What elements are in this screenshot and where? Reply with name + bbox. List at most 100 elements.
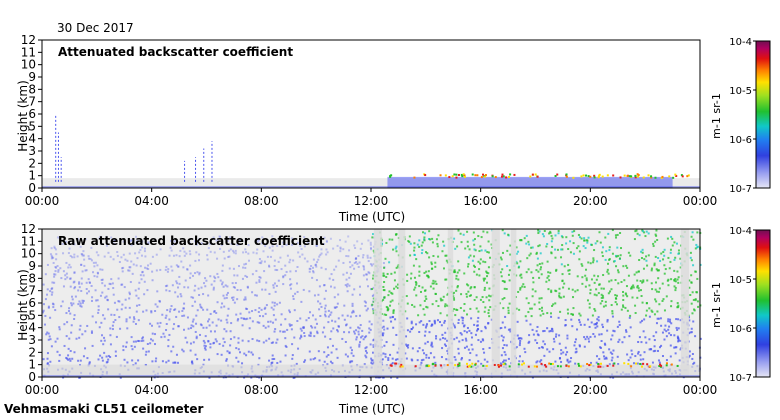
- signal-pixel: [474, 333, 477, 336]
- noise-pixel: [90, 330, 93, 333]
- cloud-base-pixel: [497, 364, 500, 367]
- signal-pixel: [696, 231, 699, 234]
- noise-pixel: [222, 337, 225, 340]
- noise-pixel: [303, 257, 306, 260]
- noise-pixel: [151, 270, 154, 273]
- noise-pixel: [226, 291, 229, 294]
- signal-pixel: [507, 273, 510, 276]
- noise-pixel: [319, 253, 322, 256]
- signal-pixel: [594, 242, 597, 245]
- signal-pixel: [453, 270, 456, 273]
- signal-pixel: [418, 347, 421, 350]
- noise-pixel: [82, 355, 85, 358]
- noise-pixel: [186, 341, 189, 344]
- signal-pixel: [489, 306, 492, 309]
- signal-pixel: [639, 289, 642, 292]
- noise-pixel: [359, 247, 362, 250]
- signal-pixel: [669, 248, 672, 251]
- signal-pixel: [480, 249, 483, 252]
- noise-pixel: [162, 332, 165, 335]
- signal-pixel: [405, 357, 408, 360]
- signal-pixel: [629, 326, 632, 329]
- signal-pixel: [618, 338, 621, 341]
- signal-pixel: [655, 229, 658, 232]
- noise-pixel: [42, 311, 45, 314]
- noise-pixel: [365, 278, 368, 281]
- cloud-base-pixel: [536, 175, 539, 178]
- signal-pixel: [564, 346, 567, 349]
- cloud-base-pixel: [457, 173, 460, 176]
- noise-pixel: [207, 294, 210, 297]
- noise-pixel: [73, 280, 76, 283]
- noise-pixel: [268, 337, 271, 340]
- noise-pixel: [101, 268, 104, 271]
- noise-pixel: [232, 251, 235, 254]
- noise-pixel: [349, 360, 352, 363]
- signal-pixel: [677, 252, 680, 255]
- signal-pixel: [528, 340, 531, 343]
- signal-pixel: [389, 300, 392, 303]
- noise-pixel: [73, 256, 76, 259]
- signal-pixel: [423, 289, 426, 292]
- signal-pixel: [392, 248, 395, 251]
- noise-pixel: [191, 362, 194, 365]
- signal-pixel: [655, 322, 658, 325]
- noise-pixel: [317, 258, 320, 261]
- signal-pixel: [387, 358, 390, 361]
- signal-pixel: [481, 296, 484, 299]
- signal-pixel: [498, 327, 501, 330]
- signal-pixel: [467, 263, 470, 266]
- noise-pixel: [279, 360, 282, 363]
- noise-pixel: [271, 358, 274, 361]
- signal-pixel: [608, 246, 611, 249]
- noise-pixel: [128, 306, 131, 309]
- noise-pixel: [85, 269, 88, 272]
- noise-pixel: [50, 254, 53, 257]
- noise-pixel: [221, 283, 224, 286]
- signal-gap: [398, 229, 406, 377]
- signal-pixel: [410, 322, 413, 325]
- signal-pixel: [569, 360, 572, 363]
- signal-pixel: [409, 330, 412, 333]
- signal-pixel: [477, 235, 480, 238]
- signal-pixel: [468, 248, 471, 251]
- signal-pixel: [600, 333, 603, 336]
- noise-pixel: [164, 268, 167, 271]
- noise-pixel: [227, 307, 230, 310]
- signal-pixel: [382, 332, 385, 335]
- noise-pixel: [53, 247, 56, 250]
- noise-pixel: [217, 276, 220, 279]
- noise-pixel: [67, 266, 70, 269]
- cloud-base-pixel: [548, 362, 551, 365]
- signal-pixel: [639, 279, 642, 282]
- signal-pixel: [538, 276, 541, 279]
- cloud-base-pixel: [637, 175, 640, 178]
- noise-pixel: [127, 269, 130, 272]
- signal-pixel: [439, 312, 442, 315]
- signal-pixel: [371, 236, 374, 239]
- cloud-base-pixel: [630, 175, 633, 178]
- signal-pixel: [418, 239, 421, 242]
- cloud-base-pixel: [502, 175, 505, 178]
- noise-pixel: [52, 303, 55, 306]
- noise-pixel: [171, 243, 174, 246]
- signal-pixel: [558, 334, 561, 337]
- noise-pixel: [352, 309, 355, 312]
- signal-pixel: [563, 265, 566, 268]
- noise-pixel: [175, 254, 178, 257]
- signal-pixel: [518, 308, 521, 311]
- signal-pixel: [406, 345, 409, 348]
- signal-pixel: [385, 341, 388, 344]
- signal-pixel: [384, 257, 387, 260]
- noise-pixel: [351, 293, 354, 296]
- y-tick-label: 11: [21, 234, 36, 248]
- noise-pixel: [325, 355, 328, 358]
- noise-pixel: [130, 260, 133, 263]
- instrument-label: Vehmasmaki CL51 ceilometer: [4, 402, 204, 416]
- noise-pixel: [276, 361, 279, 364]
- signal-pixel: [622, 265, 625, 268]
- signal-pixel: [602, 351, 605, 354]
- signal-pixel: [550, 251, 553, 254]
- signal-pixel: [676, 328, 679, 331]
- noise-pixel: [308, 334, 311, 337]
